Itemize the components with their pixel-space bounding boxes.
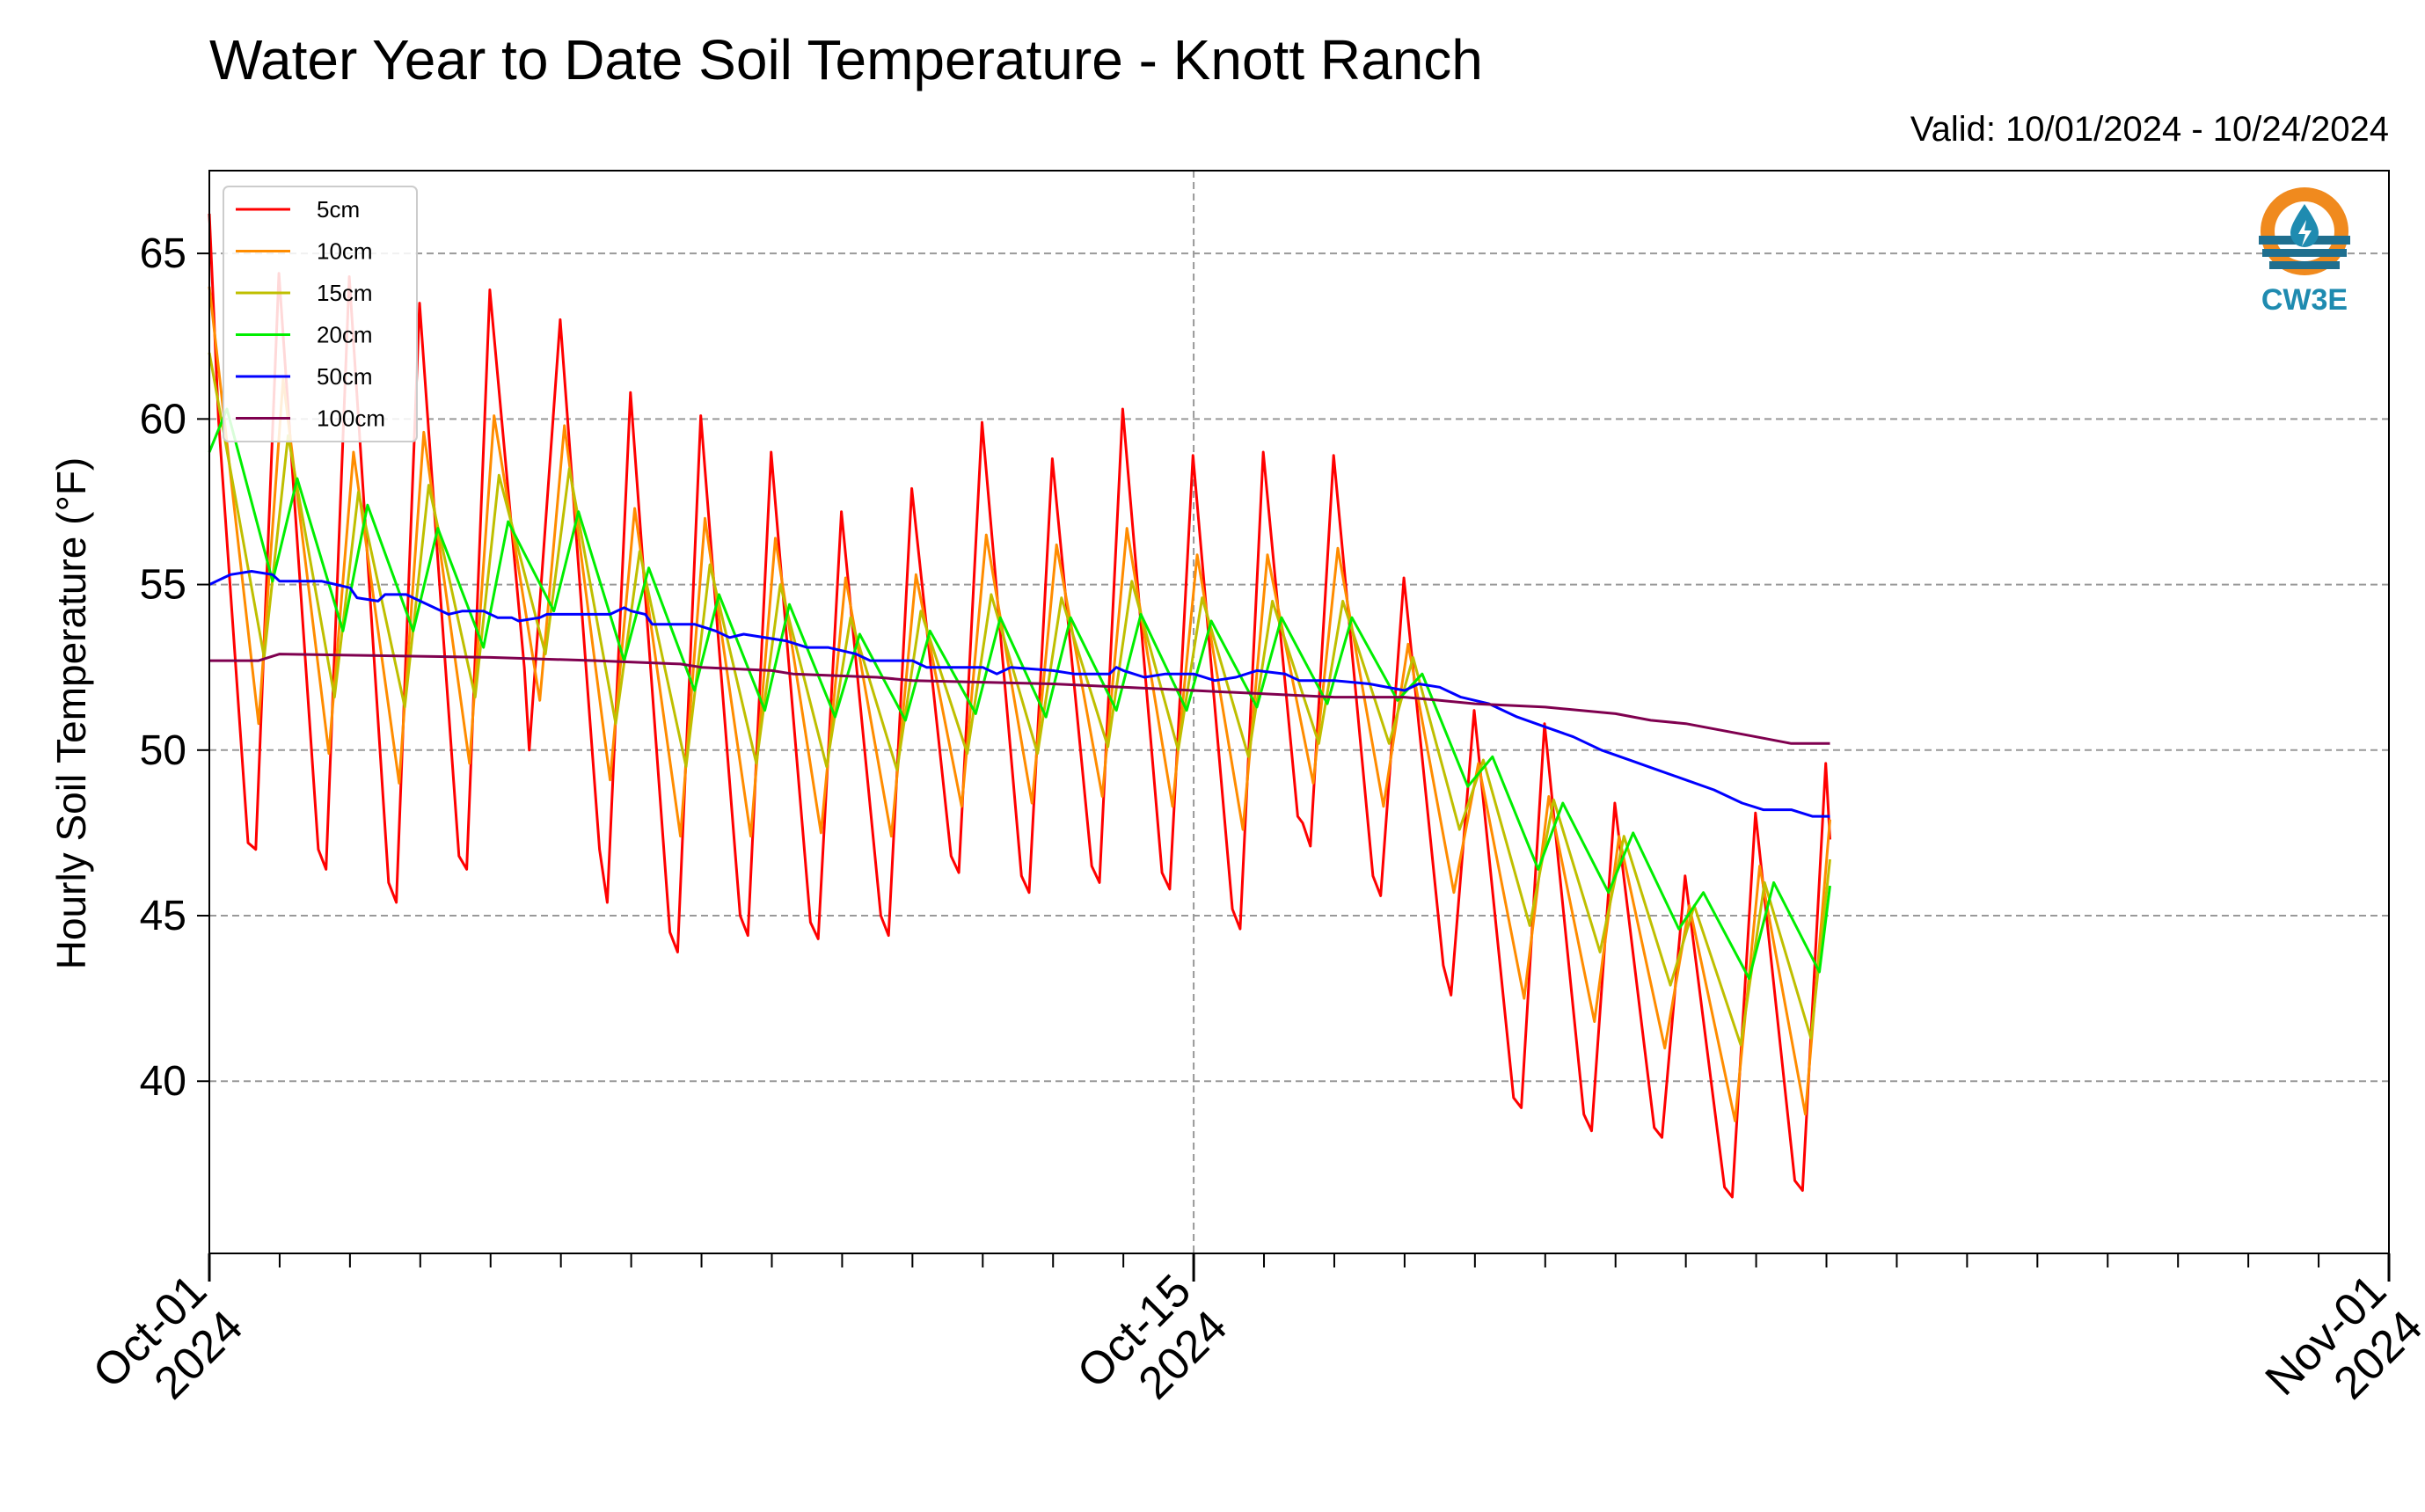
legend-label: 20cm bbox=[317, 322, 373, 348]
legend-box bbox=[223, 186, 418, 442]
legend-label: 100cm bbox=[317, 405, 385, 432]
series-lines bbox=[208, 213, 1831, 1199]
logo-text: CW3E bbox=[2261, 283, 2348, 317]
legend: 5cm 10cm 15cm 20cm 50cm 100cm bbox=[223, 186, 418, 442]
series-line-100cm bbox=[209, 653, 1830, 745]
cw3e-logo-icon bbox=[2259, 187, 2350, 275]
y-axis-label: Hourly Soil Temperature (°F) bbox=[48, 457, 94, 970]
y-tick-label: 60 bbox=[140, 396, 186, 442]
y-tick-label: 55 bbox=[140, 562, 186, 609]
series-line-10cm bbox=[208, 286, 1831, 1122]
chart-subtitle: Valid: 10/01/2024 - 10/24/2024 bbox=[1910, 110, 2389, 149]
series-line-5cm bbox=[208, 213, 1831, 1199]
series-line-50cm bbox=[208, 570, 1830, 818]
grid bbox=[209, 171, 2389, 1253]
plot-frame bbox=[208, 170, 2390, 1254]
legend-label: 5cm bbox=[317, 196, 360, 223]
series-line-15cm bbox=[208, 352, 1831, 1047]
legend-label: 15cm bbox=[317, 280, 373, 306]
legend-label: 50cm bbox=[317, 363, 373, 390]
y-tick-label: 50 bbox=[140, 727, 186, 774]
y-tick-label: 45 bbox=[140, 893, 186, 939]
cw3e-logo: CW3E bbox=[2259, 187, 2350, 317]
chart-title: Water Year to Date Soil Temperature - Kn… bbox=[209, 28, 1483, 91]
legend-label: 10cm bbox=[317, 238, 373, 265]
y-tick-label: 65 bbox=[140, 230, 186, 277]
y-tick-label: 40 bbox=[140, 1058, 186, 1105]
